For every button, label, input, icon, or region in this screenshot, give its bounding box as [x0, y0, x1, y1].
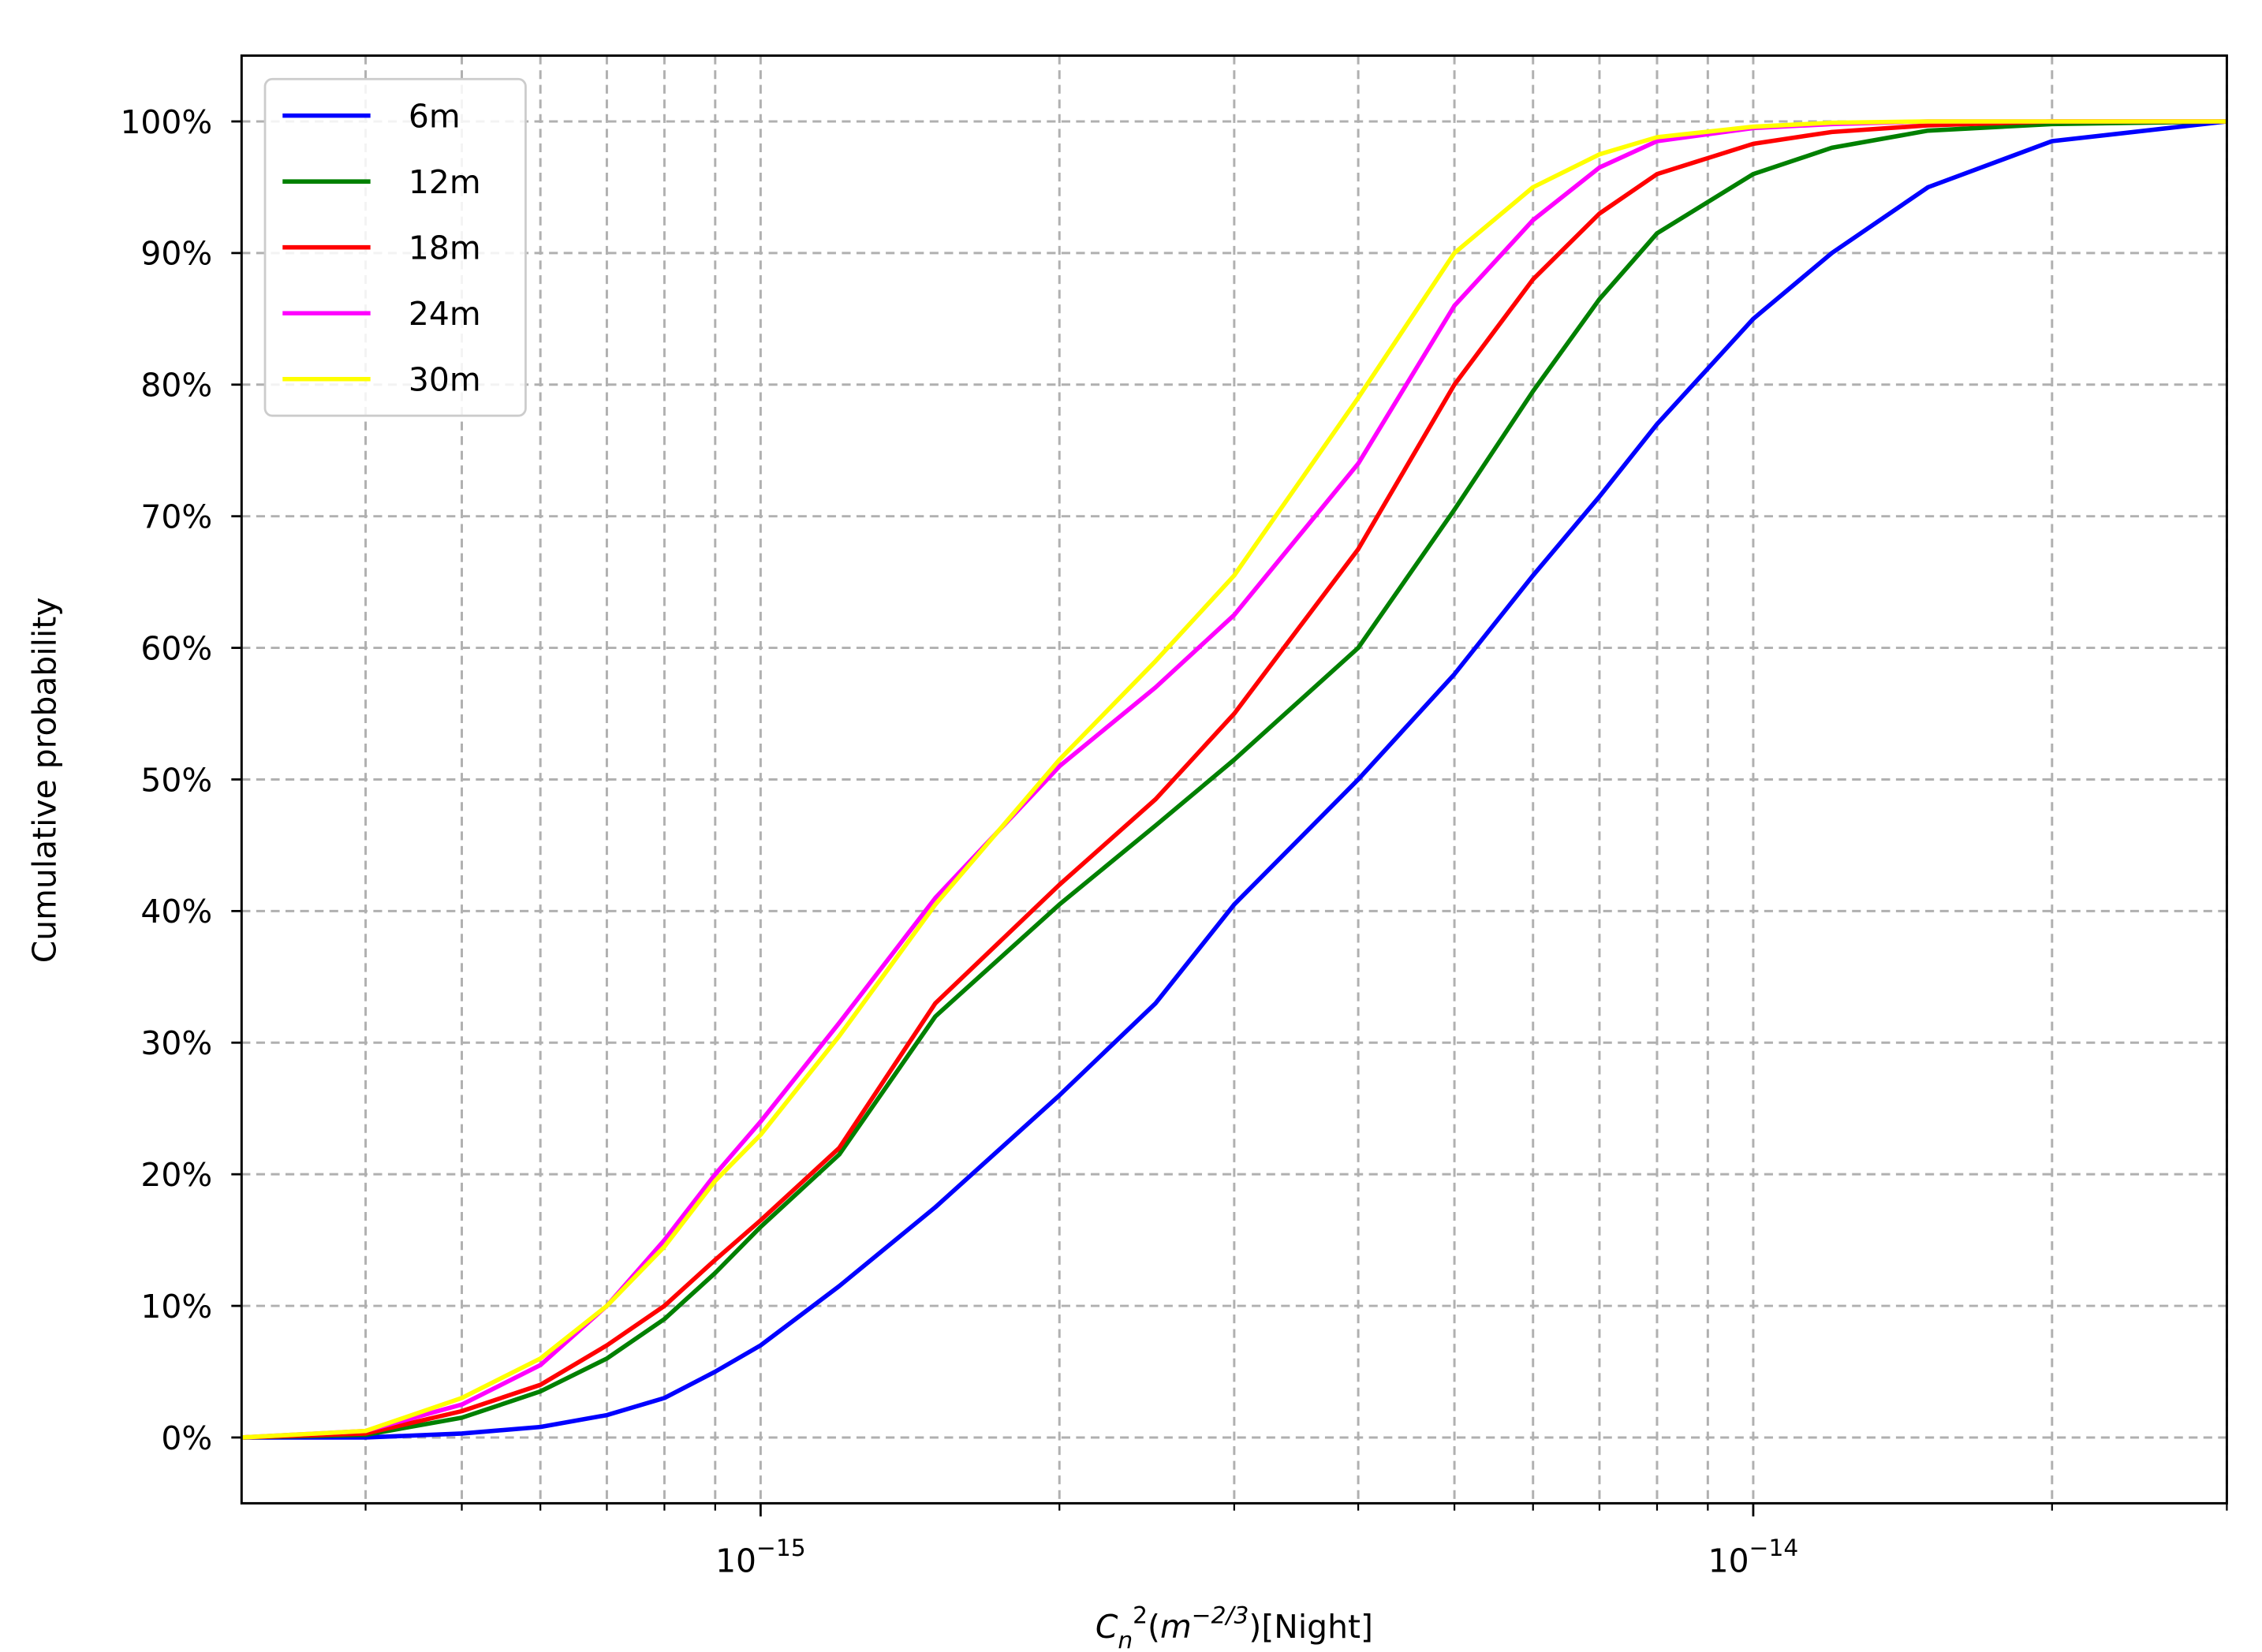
legend-label: 12m	[409, 163, 481, 201]
x-tick-exponent: −15	[756, 1535, 806, 1562]
y-tick-label: 50%	[140, 761, 212, 799]
y-tick-label: 80%	[140, 367, 212, 405]
y-tick-label: 0%	[161, 1419, 212, 1457]
series-line	[241, 119, 2227, 1440]
x-axis-label-part: C	[1096, 1608, 1118, 1646]
series-line	[241, 119, 2227, 1440]
y-tick-label: 70%	[140, 498, 212, 536]
x-axis-label: Cn2(m−2/3)[Night]	[1096, 1602, 1373, 1652]
y-tick-label: 30%	[140, 1024, 212, 1062]
plot-frame	[240, 54, 2228, 1505]
legend-label: 18m	[409, 229, 481, 267]
y-tick-label: 20%	[140, 1156, 212, 1194]
legend-box	[263, 77, 527, 417]
y-axis-label: Cumulative probability	[26, 597, 64, 963]
x-axis-label-part: (	[1148, 1608, 1160, 1646]
x-tick-label: 10−15	[715, 1535, 806, 1579]
legend-label: 30m	[409, 361, 481, 399]
legend-label: 24m	[409, 295, 481, 333]
y-tick-label: 90%	[140, 235, 212, 273]
x-axis-label-part: −2/3	[1192, 1602, 1249, 1630]
x-axis-label-part: 2	[1133, 1602, 1148, 1630]
x-tick-label: 10−14	[1708, 1535, 1799, 1579]
x-axis-label-part: )[Night]	[1249, 1608, 1372, 1646]
series-line	[241, 119, 2227, 1440]
y-tick-label: 60%	[140, 629, 212, 667]
y-tick-label: 10%	[140, 1288, 212, 1326]
x-axis-label-part: n	[1118, 1627, 1133, 1652]
y-tick-label: 100%	[120, 103, 212, 141]
x-tick-base: 10	[1708, 1542, 1749, 1580]
legend-label: 6m	[409, 97, 461, 135]
series-line	[241, 119, 2227, 1440]
x-axis-label-part: m	[1160, 1608, 1192, 1646]
x-tick-base: 10	[715, 1542, 756, 1580]
x-tick-exponent: −14	[1749, 1535, 1799, 1562]
y-tick-label: 40%	[140, 893, 212, 930]
